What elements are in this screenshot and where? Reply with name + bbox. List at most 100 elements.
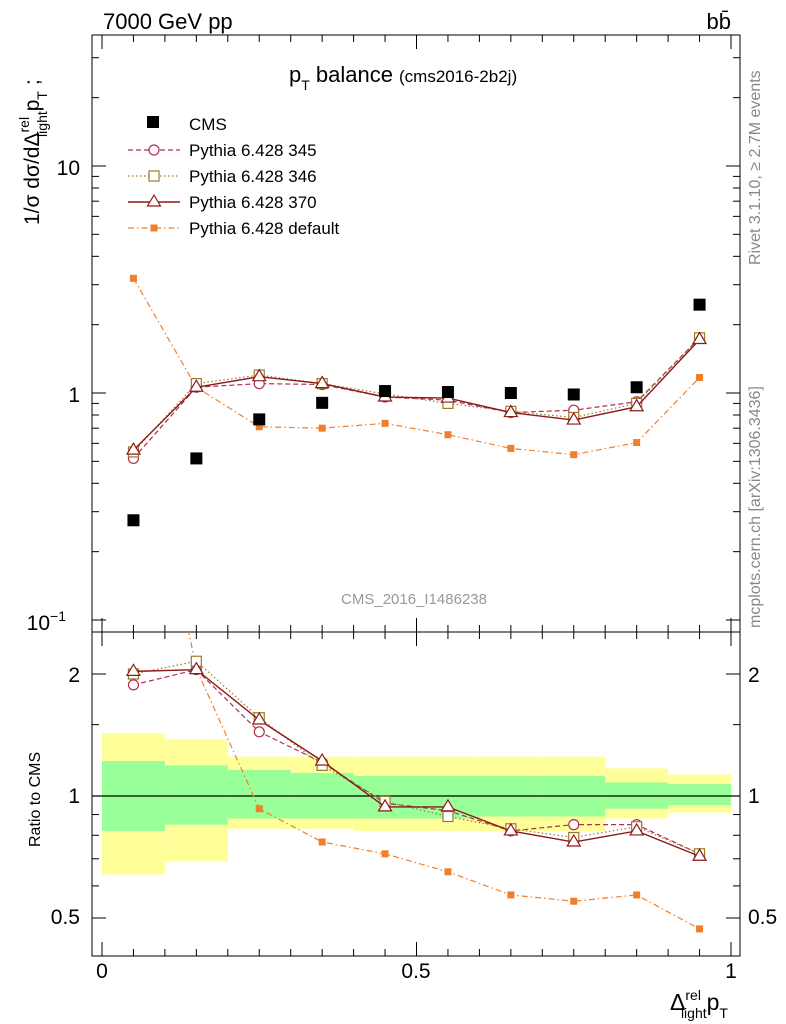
data-point-cms xyxy=(630,381,643,394)
process-label: bb̄ xyxy=(707,9,731,34)
ratio-panel: 2 1 0.5 2 1 0.5 0 0.5 1 Ratio to CMS Δre… xyxy=(27,631,777,1021)
data-point-cms xyxy=(567,388,580,401)
ratio-point-pythia-6-428-default xyxy=(255,805,263,813)
ratio-point-pythia-6-428-370 xyxy=(314,752,330,766)
uncertainty-band-inner xyxy=(668,784,731,806)
data-point-cms xyxy=(441,386,454,399)
ratio-point-pythia-6-428-370 xyxy=(125,663,142,676)
ratio-series xyxy=(125,632,708,933)
main-series xyxy=(125,274,708,527)
ratio-point-pythia-6-428-345 xyxy=(127,679,140,691)
data-point-pythia-6-428-370 xyxy=(629,398,645,412)
main-ticks xyxy=(92,35,740,632)
legend-label-cms: CMS xyxy=(189,115,227,134)
ratio-point-pythia-6-428-default xyxy=(444,868,452,876)
series-cms xyxy=(127,298,706,527)
ratio-point-pythia-6-428-370 xyxy=(691,848,708,861)
uncertainty-band-inner xyxy=(164,765,228,825)
energy-label: 7000 GeV pp xyxy=(103,9,233,34)
xtick-label-0.5: 0.5 xyxy=(401,960,430,983)
data-point-pythia-6-428-370 xyxy=(566,411,582,425)
ratio-ticks xyxy=(92,632,740,956)
ratio-point-pythia-6-428-345 xyxy=(568,819,580,831)
ratio-ytick-label-1: 1 xyxy=(68,785,80,808)
ratio-point-pythia-6-428-370 xyxy=(377,798,393,812)
data-point-pythia-6-428-370 xyxy=(188,379,204,392)
data-point-cms xyxy=(504,387,517,399)
ratio-point-pythia-6-428-default xyxy=(507,891,515,899)
series-pythia-6-428-370 xyxy=(125,331,708,455)
ratio-series-clipped xyxy=(125,632,708,933)
ratio-point-pythia-6-428-370 xyxy=(503,822,519,836)
series-line-pythia-6-428-default xyxy=(132,278,700,456)
ratio-left-tick-labels: 2 1 0.5 xyxy=(51,664,80,929)
data-point-cms xyxy=(190,452,203,465)
main-ylabel: 1/σ dσ/dΔrel lightpT ; xyxy=(16,79,50,225)
legend-label-370: Pythia 6.428 370 xyxy=(189,193,317,212)
ratio-ytick-label-right-2: 2 xyxy=(748,664,760,687)
legend-label-345: Pythia 6.428 345 xyxy=(189,141,317,160)
data-point-pythia-6-428-default xyxy=(381,419,389,427)
ytick-label-0.1: 10−1 xyxy=(27,608,67,635)
data-point-pythia-6-428-default xyxy=(255,423,263,431)
chart-title: pT balance (cms2016-2b2j) xyxy=(289,62,517,93)
data-point-pythia-6-428-default xyxy=(696,374,704,382)
mcplots-label: mcplots.cern.ch [arXiv:1306.3436] xyxy=(747,386,764,628)
series-line-pythia-6-428-370 xyxy=(132,339,701,451)
ratio-point-pythia-6-428-370 xyxy=(188,661,204,675)
ytick-label-1: 1 xyxy=(68,384,80,407)
ratio-x-tick-labels: 0 0.5 1 xyxy=(96,960,737,983)
data-point-cms xyxy=(127,514,140,527)
ratio-right-tick-labels: 2 1 0.5 xyxy=(748,664,777,929)
ratio-point-pythia-6-428-346 xyxy=(442,810,454,823)
legend-label-default: Pythia 6.428 default xyxy=(189,219,340,238)
data-point-pythia-6-428-370 xyxy=(125,441,142,455)
data-point-cms xyxy=(253,413,266,426)
legend-marker-345 xyxy=(148,144,160,156)
ratio-bands xyxy=(102,733,731,875)
ratio-ylabel: Ratio to CMS xyxy=(27,752,44,847)
rivet-label: Rivet 3.1.10, ≥ 2.7M events xyxy=(747,70,764,265)
data-point-cms xyxy=(693,298,706,311)
ratio-point-pythia-6-428-default xyxy=(633,891,641,899)
data-point-pythia-6-428-default xyxy=(129,274,137,282)
series-pythia-6-428-default xyxy=(129,274,704,459)
series-pythia-6-428-346 xyxy=(127,332,706,458)
ratio-ytick-label-0.5: 0.5 xyxy=(51,906,80,929)
legend: CMS Pythia 6.428 345 Pythia 6.428 346 Py… xyxy=(128,115,340,238)
data-point-pythia-6-428-370 xyxy=(503,404,519,418)
analysis-watermark: CMS_2016_I1486238 xyxy=(341,591,487,608)
data-point-pythia-6-428-default xyxy=(570,451,578,459)
ratio-point-pythia-6-428-370 xyxy=(251,711,267,725)
ratio-point-pythia-6-428-default xyxy=(318,838,326,846)
ratio-ytick-label-2: 2 xyxy=(68,664,80,687)
main-tick-labels: 10 1 10−1 xyxy=(27,157,80,635)
xtick-label-1: 1 xyxy=(725,960,737,983)
data-point-cms xyxy=(379,385,392,398)
ratio-point-pythia-6-428-370 xyxy=(566,833,582,847)
data-point-pythia-6-428-default xyxy=(507,444,515,452)
ratio-point-pythia-6-428-default xyxy=(696,925,704,933)
legend-marker-cms xyxy=(147,116,159,128)
data-point-pythia-6-428-370 xyxy=(314,375,330,389)
data-point-pythia-6-428-default xyxy=(318,424,326,432)
data-point-pythia-6-428-default xyxy=(633,439,641,447)
data-point-pythia-6-428-370 xyxy=(691,331,708,345)
xtick-label-0: 0 xyxy=(96,960,108,983)
series-line-pythia-6-428-346 xyxy=(133,337,700,453)
ratio-point-pythia-6-428-default xyxy=(570,897,578,905)
data-point-cms xyxy=(316,396,329,409)
ratio-series-pythia-6-428-370 xyxy=(125,661,708,861)
ratio-line-pythia-6-428-default xyxy=(188,632,700,930)
ratio-point-pythia-6-428-370 xyxy=(440,798,456,812)
ytick-label-10: 10 xyxy=(57,157,80,180)
ratio-line-pythia-6-428-346 xyxy=(133,660,700,855)
series-line-pythia-6-428-345 xyxy=(133,337,700,459)
legend-marker-370 xyxy=(146,193,162,207)
data-point-pythia-6-428-default xyxy=(444,431,452,439)
ratio-ytick-label-right-1: 1 xyxy=(748,785,760,808)
xlabel: Δrel lightpT xyxy=(670,987,728,1021)
ratio-point-pythia-6-428-370 xyxy=(629,822,645,836)
legend-marker-346 xyxy=(148,170,160,182)
